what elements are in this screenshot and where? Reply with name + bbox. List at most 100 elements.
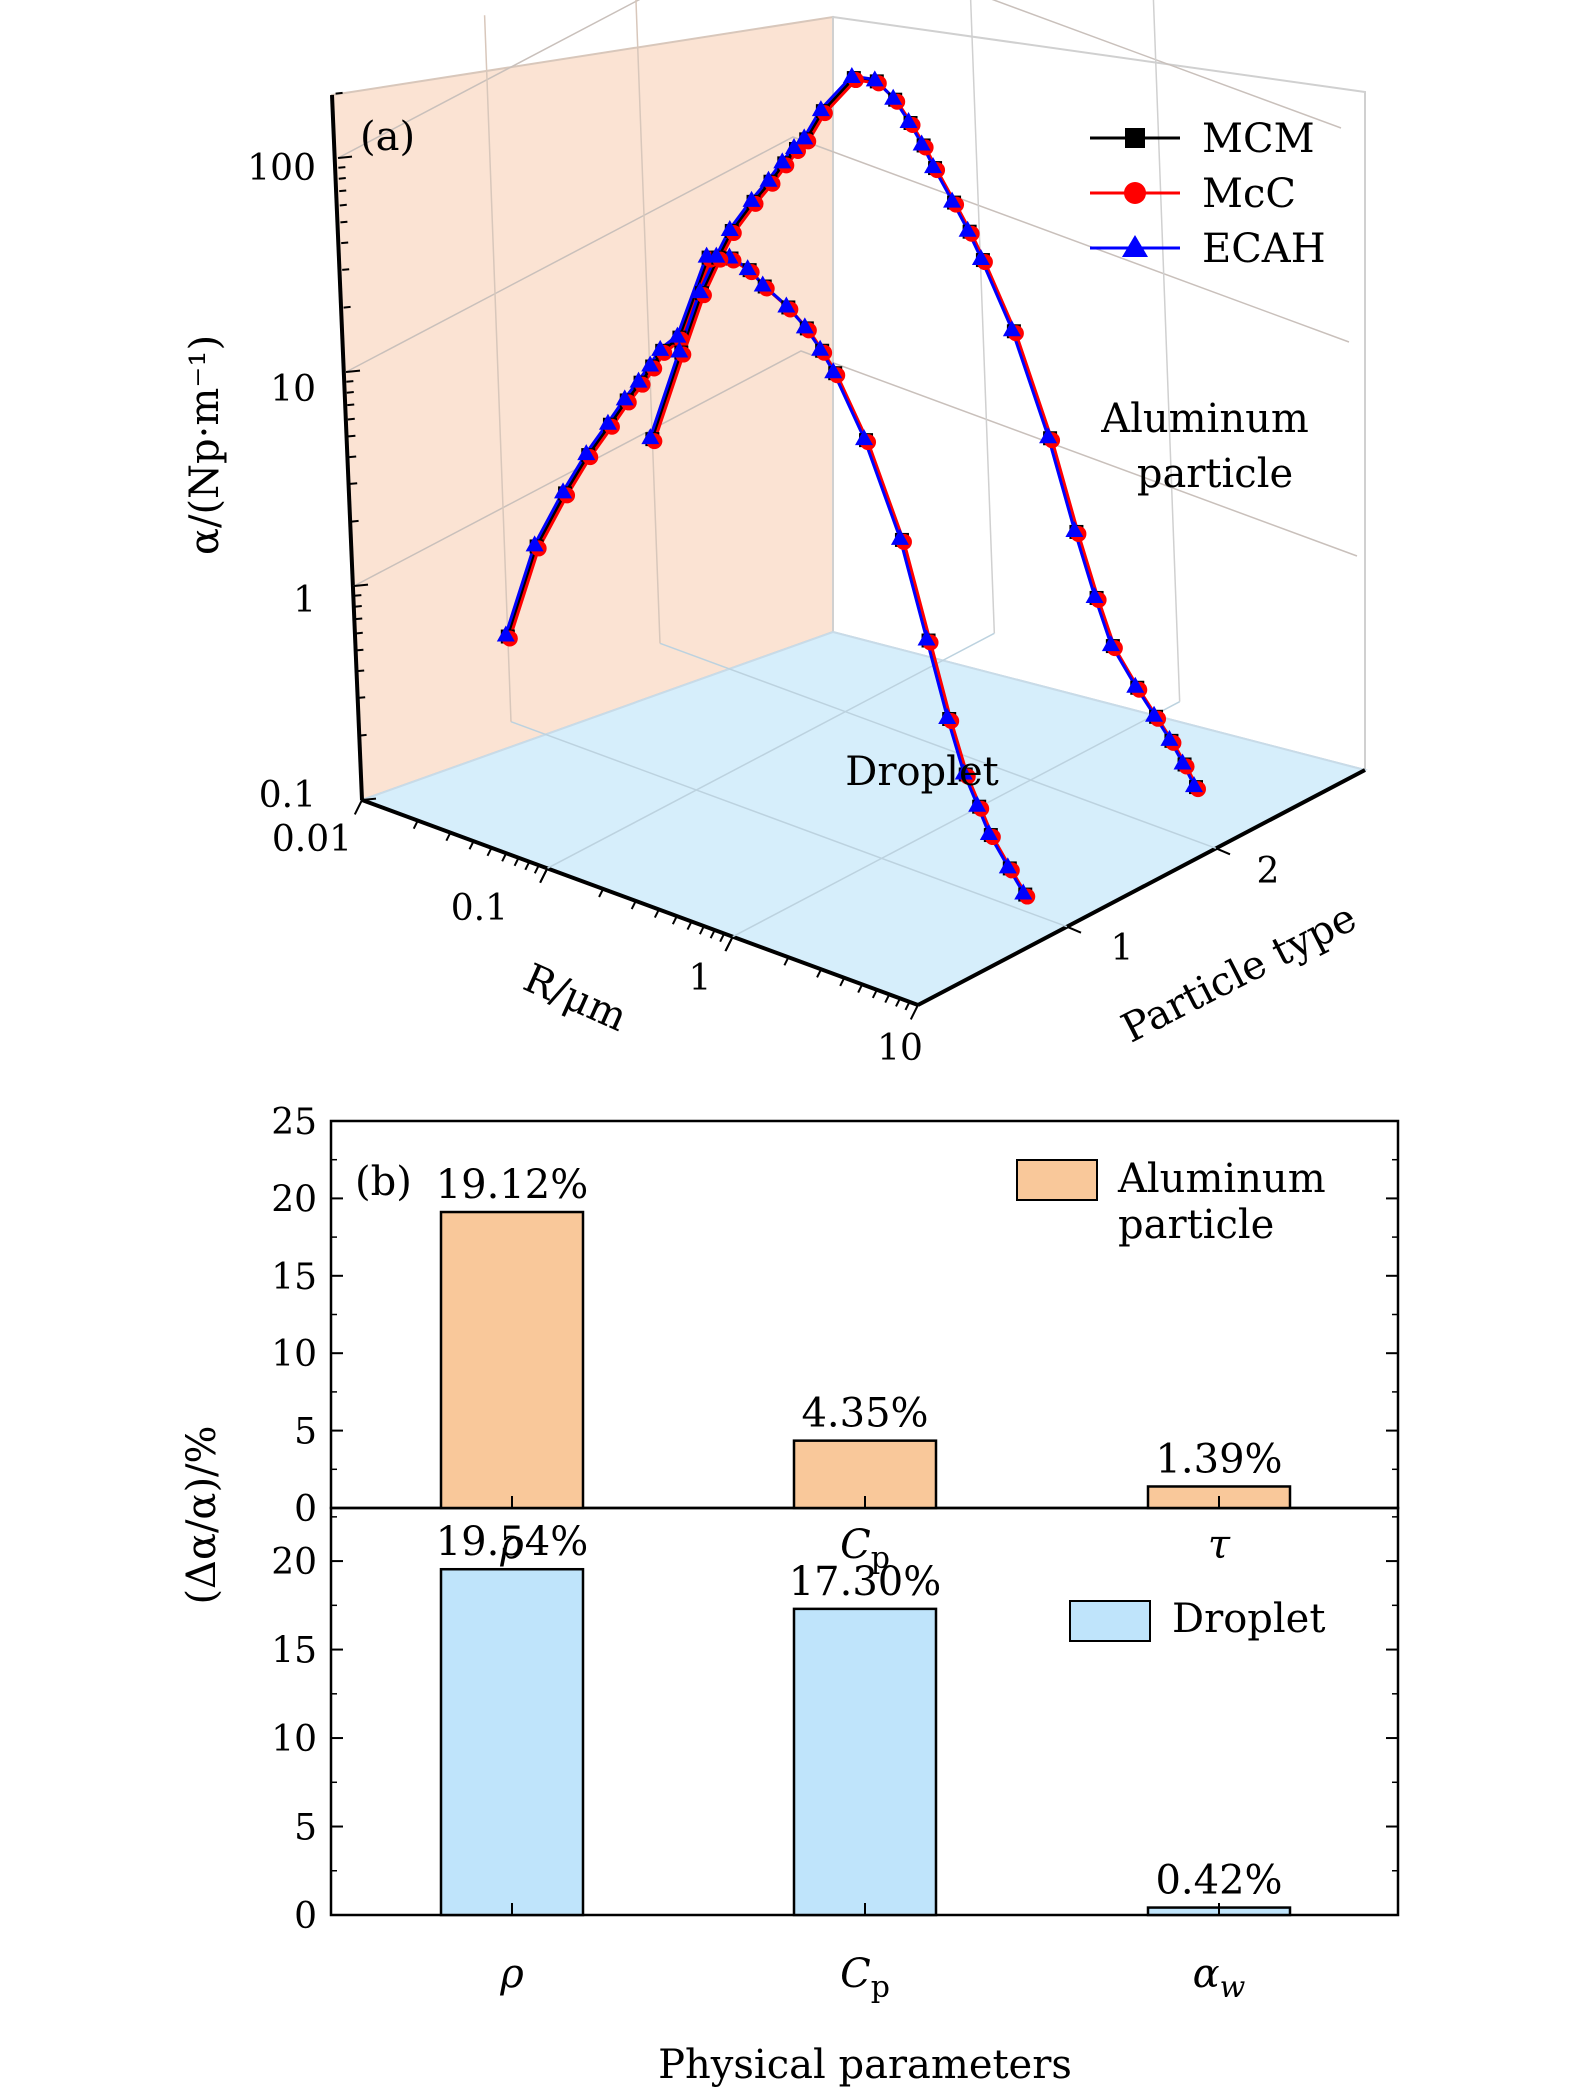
- z-tick: [1066, 925, 1082, 934]
- marker-ecah: [811, 339, 830, 356]
- panel-label: (a): [360, 114, 415, 160]
- value-label: 19.54%: [436, 1519, 589, 1565]
- marker-ecah: [795, 317, 814, 334]
- y-tick-label: 10: [271, 1334, 317, 1375]
- y-tick-label: 0: [294, 1489, 317, 1530]
- x-tick: [816, 968, 822, 978]
- marker-ecah: [1126, 676, 1145, 693]
- y-tick: [349, 455, 357, 459]
- y-tick-label: 25: [271, 1102, 317, 1143]
- category-label: αw: [1193, 1951, 1246, 2005]
- x-tick: [539, 867, 549, 884]
- value-label: 4.35%: [801, 1391, 928, 1437]
- y-tick: [354, 605, 362, 608]
- x-tick: [486, 847, 493, 857]
- legend-label: McC: [1202, 171, 1296, 217]
- y-tick-label: 15: [271, 1257, 317, 1298]
- y-tick: [339, 189, 347, 193]
- value-label: 17.30%: [789, 1559, 942, 1605]
- y-axis-title: (Δα/α)/%: [179, 1425, 225, 1604]
- marker-ecah: [890, 528, 909, 545]
- y-tick: [350, 482, 358, 485]
- marker-ecah: [795, 128, 814, 145]
- marker-ecah: [971, 249, 990, 266]
- x-tick: [598, 888, 605, 898]
- marker-ecah: [1065, 520, 1084, 537]
- value-label: 19.12%: [436, 1162, 589, 1208]
- x-tick: [445, 832, 452, 842]
- bar-aluminum-particle-0: [439, 1210, 585, 1510]
- x-tick: [724, 936, 734, 952]
- marker-ecah: [824, 362, 843, 379]
- x-tick: [353, 799, 363, 815]
- y-tick: [353, 583, 369, 587]
- x-tick: [653, 909, 660, 919]
- y-tick-label: 1: [293, 580, 316, 621]
- marker-ecah: [525, 535, 544, 552]
- legend: MCM McC ECAH: [1090, 116, 1326, 272]
- y-tick-labels: 0 5 10 15 20 25 0 5 10 15 20: [271, 1102, 317, 1937]
- marker-ecah: [598, 413, 617, 430]
- marker-ecah: [1173, 753, 1192, 770]
- marker-ecah: [1002, 320, 1021, 337]
- z-tick: [1215, 847, 1231, 856]
- legend-bottom: Droplet: [1069, 1596, 1325, 1642]
- marker-ecah: [811, 100, 830, 117]
- marker-ecah: [690, 282, 709, 299]
- bar-droplet-1: [792, 1607, 938, 1917]
- grid-line: [969, 0, 996, 634]
- marker-ecah: [629, 371, 648, 388]
- marker-ecah: [651, 339, 670, 356]
- z-axis-title: Particle type: [1114, 895, 1363, 1052]
- marker-ecah: [979, 824, 998, 841]
- y-tick: [340, 220, 348, 224]
- marker-ecah: [917, 629, 936, 646]
- marker-ecah: [842, 67, 861, 84]
- legend-label: Droplet: [1172, 1596, 1325, 1642]
- bars: [439, 1210, 1292, 1917]
- y-tick-label: 10: [270, 369, 316, 410]
- axis-ticks: [331, 1120, 1398, 1916]
- x-tick: [719, 933, 726, 943]
- series-markers: [496, 67, 1206, 905]
- grid-line: [635, 0, 661, 644]
- marker-ecah: [707, 246, 726, 263]
- x-tick: [686, 921, 693, 931]
- marker-ecah: [938, 708, 957, 725]
- frame: [330, 94, 1366, 1007]
- x-tick: [904, 1001, 911, 1011]
- y-tick: [351, 519, 359, 523]
- marker-ecah: [884, 88, 903, 105]
- axis-ticks: [335, 91, 1231, 1020]
- marker-ecah: [1101, 635, 1120, 652]
- category-labels: ρ Cp τ ρ Cp αw: [499, 1522, 1245, 2005]
- x-tick: [895, 997, 901, 1007]
- annotation-droplet: Droplet: [845, 749, 998, 795]
- marker-ecah: [1160, 729, 1179, 746]
- marker-ecah: [742, 190, 761, 207]
- marker-ecah: [998, 857, 1017, 874]
- x-tick: [857, 983, 864, 993]
- y-tick-label: 0: [294, 1896, 317, 1937]
- marker-ecah: [554, 482, 573, 499]
- marker-ecah: [943, 191, 962, 208]
- marker-ecah: [641, 428, 660, 445]
- legend-label: MCM: [1202, 116, 1315, 162]
- y-tick-label: 20: [271, 1542, 317, 1583]
- legend-marker-mcc: [1124, 182, 1146, 204]
- x-tick: [871, 989, 878, 999]
- legend-label: Aluminum: [1117, 1156, 1326, 1202]
- y-tick: [354, 594, 362, 597]
- x-tick: [468, 840, 475, 850]
- marker-ecah: [899, 112, 918, 129]
- y-tick: [339, 203, 347, 207]
- value-label: 1.39%: [1155, 1436, 1282, 1482]
- legend-swatch-droplet: [1069, 1600, 1151, 1642]
- y-tick-label: 100: [247, 148, 316, 189]
- y-tick-label: 10: [271, 1719, 317, 1760]
- x-tick: [533, 864, 540, 874]
- x-tick-label: 10: [877, 1028, 923, 1069]
- marker-ecah: [954, 763, 973, 780]
- marker-ecah: [759, 170, 778, 187]
- y-tick: [359, 733, 367, 737]
